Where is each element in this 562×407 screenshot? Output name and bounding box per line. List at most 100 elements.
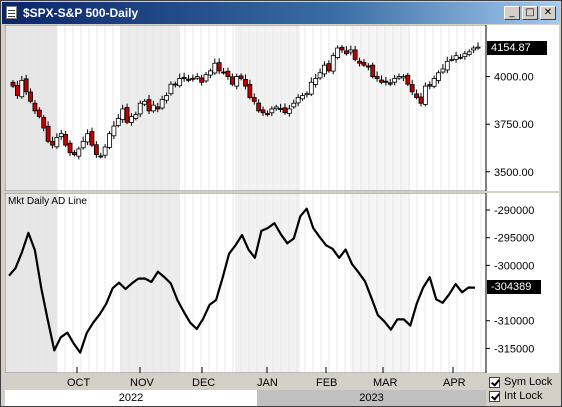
candle-body [256, 102, 262, 112]
candle-body [146, 99, 152, 112]
candle-body [181, 76, 187, 79]
candle-body [41, 117, 47, 129]
x-label-mar: MAR [373, 377, 398, 389]
candle-body [98, 155, 104, 158]
candle-body [229, 76, 235, 85]
sym-lock-check-icon[interactable] [489, 376, 500, 388]
candle-body [418, 96, 424, 104]
candle-body [14, 85, 20, 97]
candle-body [23, 78, 29, 93]
candle-body [212, 62, 218, 74]
y-tick-label: -315000 [494, 343, 534, 355]
candle-body [286, 108, 292, 114]
candle-body [449, 59, 455, 61]
candle-body [54, 137, 60, 148]
candle-body [365, 65, 371, 68]
window-title: $SPX-S&P 500-Daily [23, 6, 139, 20]
candle-body [322, 64, 327, 75]
int-lock-check-icon[interactable] [489, 390, 500, 402]
candle-body [405, 74, 411, 85]
month-band [350, 25, 410, 191]
candle-body [93, 144, 99, 156]
title-bar[interactable]: $SPX-S&P 500-Daily _ □ ✕ [2, 2, 560, 24]
month-band [235, 193, 300, 373]
candle-body [216, 62, 222, 72]
candle-body [383, 80, 389, 83]
candle-body [155, 106, 161, 110]
candle-body [339, 46, 345, 51]
candle-body [115, 118, 121, 126]
candle-body [120, 108, 126, 121]
ad-line-label: Mkt Daily AD Line [8, 196, 87, 207]
candle-body [243, 79, 248, 87]
y-tick-label: -290000 [494, 205, 534, 217]
candle-body [190, 77, 196, 80]
candle-body [444, 60, 450, 71]
candle-body [458, 56, 463, 59]
candle-body [278, 108, 283, 110]
candle-body [466, 51, 472, 55]
candle-body [330, 55, 336, 72]
candle-body [225, 70, 231, 77]
candle-body [475, 46, 481, 49]
candle-body [67, 142, 73, 154]
sym-lock-label: Sym Lock [504, 376, 553, 388]
candle-body [396, 76, 402, 79]
maximize-button[interactable]: □ [522, 6, 538, 20]
candle-body [80, 140, 86, 149]
candle-body [168, 83, 174, 95]
candle-body [19, 79, 25, 98]
price-chart[interactable]: 4000.00 3750.00 3500.00 [4, 24, 559, 192]
candle-body [28, 91, 33, 102]
candle-body [10, 81, 16, 87]
x-label-oct: OCT [67, 377, 91, 389]
candle-body [352, 49, 358, 60]
x-label-feb: FEB [316, 377, 338, 389]
y-tick-label: -295000 [494, 233, 534, 245]
y-tick-label: 4000.00 [494, 72, 534, 84]
candle-body [374, 76, 380, 79]
candle-body [199, 77, 205, 83]
candle-body [234, 76, 240, 87]
month-band [5, 193, 57, 373]
price-panel[interactable]: 4000.00 3750.00 3500.00 [4, 24, 559, 192]
candle-body [76, 148, 82, 157]
x-label-jan: JAN [257, 377, 278, 389]
candle-body [370, 64, 376, 77]
ad-line-chart[interactable]: -290000 -295000 -300000 -310000 -315000 [4, 192, 559, 374]
candle-body [300, 95, 305, 100]
candle-body [107, 133, 112, 148]
candle-body [317, 72, 323, 79]
year-label-2022: 2022 [5, 390, 257, 406]
close-button[interactable]: ✕ [540, 6, 556, 20]
candle-body [129, 116, 134, 123]
candle-body [133, 114, 139, 119]
y-tick-label: 3500.00 [494, 167, 534, 179]
candle-body [251, 97, 257, 102]
sym-lock-checkbox[interactable]: Sym Lock [489, 376, 552, 388]
candle-body [387, 82, 393, 85]
candle-body [203, 74, 209, 82]
x-label-apr: APR [443, 377, 466, 389]
candle-body [335, 47, 341, 58]
candle-body [357, 60, 362, 64]
candle-body [85, 133, 90, 143]
minimize-button[interactable]: _ [504, 6, 520, 20]
int-lock-label: Int Lock [504, 390, 543, 402]
candle-body [282, 107, 288, 114]
candle-body [431, 78, 437, 87]
candle-body [348, 49, 354, 53]
candle-body [260, 109, 266, 114]
candle-body [208, 70, 213, 76]
candle-body [453, 55, 459, 60]
candle-body [111, 125, 117, 137]
x-label-nov: NOV [130, 377, 154, 389]
candle-body [142, 100, 148, 105]
ad-line-series [8, 207, 476, 354]
ad-line-panel[interactable]: -290000 -295000 -300000 -310000 -315000 [4, 192, 559, 374]
int-lock-checkbox[interactable]: Int Lock [489, 390, 543, 402]
candle-body [295, 97, 301, 104]
candle-body [427, 84, 433, 87]
candle-body [247, 83, 253, 98]
candle-body [273, 106, 279, 110]
